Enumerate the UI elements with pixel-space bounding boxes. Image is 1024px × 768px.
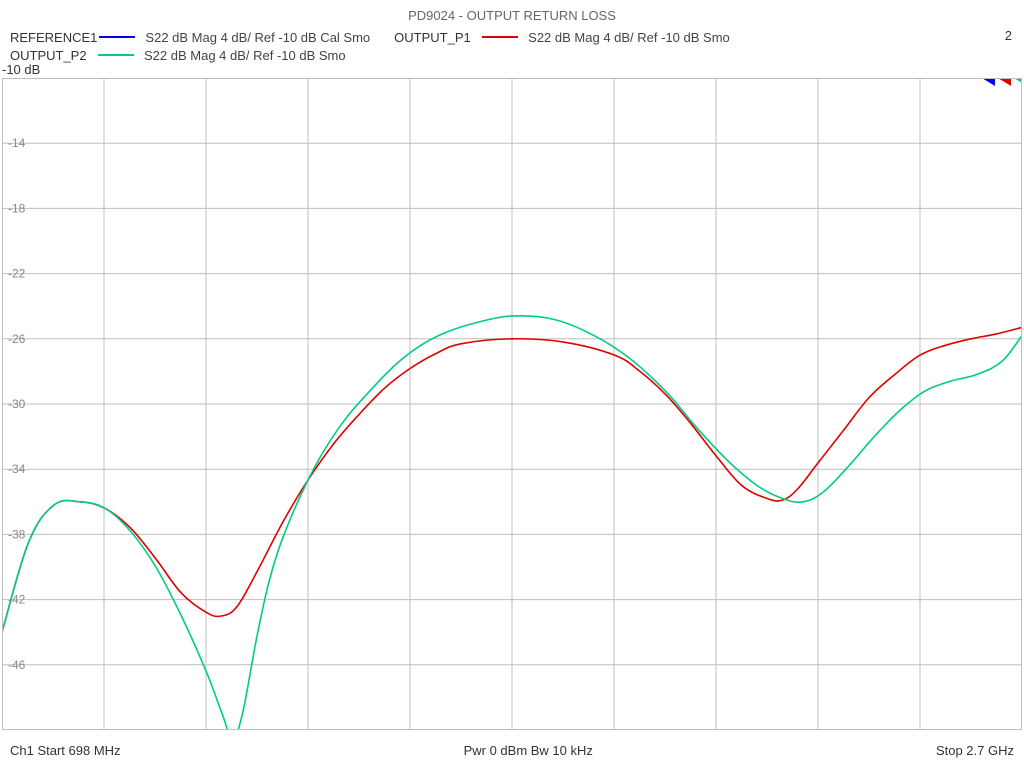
legend-swatch (98, 54, 134, 56)
legend-trace-name: OUTPUT_P1 (394, 30, 480, 45)
svg-text:-46: -46 (8, 658, 26, 672)
legend-item: OUTPUT_P1 S22 dB Mag 4 dB/ Ref -10 dB Smo (394, 30, 730, 45)
plot-title: PD9024 - OUTPUT RETURN LOSS (0, 8, 1024, 23)
legend-row-1: REFERENCE1 S22 dB Mag 4 dB/ Ref -10 dB Ca… (10, 28, 1014, 46)
svg-text:-38: -38 (8, 527, 26, 541)
legend-item: OUTPUT_P2 S22 dB Mag 4 dB/ Ref -10 dB Smo (10, 48, 346, 63)
footer-center: Pwr 0 dBm Bw 10 kHz (464, 743, 593, 758)
svg-text:-14: -14 (8, 136, 26, 150)
svg-text:-30: -30 (8, 397, 26, 411)
channel-indicator: 2 (1005, 28, 1012, 43)
footer-bar: Ch1 Start 698 MHz Pwr 0 dBm Bw 10 kHz St… (10, 743, 1014, 758)
legend-trace-desc: S22 dB Mag 4 dB/ Ref -10 dB Smo (144, 48, 346, 63)
svg-text:-18: -18 (8, 201, 26, 215)
legend-trace-desc: S22 dB Mag 4 dB/ Ref -10 dB Smo (528, 30, 730, 45)
chart-svg: -14-18-22-26-30-34-38-42-46 (2, 78, 1022, 730)
footer-start: Ch1 Start 698 MHz (10, 743, 121, 758)
svg-text:-26: -26 (8, 332, 26, 346)
legend-swatch (482, 36, 518, 38)
footer-stop: Stop 2.7 GHz (936, 743, 1014, 758)
legend-item: REFERENCE1 S22 dB Mag 4 dB/ Ref -10 dB Ca… (10, 30, 370, 45)
svg-text:-22: -22 (8, 267, 26, 281)
reference-level-label: -10 dB (2, 62, 40, 77)
legend-trace-name: OUTPUT_P2 (10, 48, 96, 63)
legend-swatch (99, 36, 135, 38)
legend-trace-desc: S22 dB Mag 4 dB/ Ref -10 dB Cal Smo (145, 30, 370, 45)
vna-plot-container: PD9024 - OUTPUT RETURN LOSS REFERENCE1 S2… (0, 0, 1024, 768)
legend-row-2: OUTPUT_P2 S22 dB Mag 4 dB/ Ref -10 dB Smo (10, 46, 1014, 64)
legend-trace-name: REFERENCE1 (10, 30, 97, 45)
svg-text:-34: -34 (8, 462, 26, 476)
